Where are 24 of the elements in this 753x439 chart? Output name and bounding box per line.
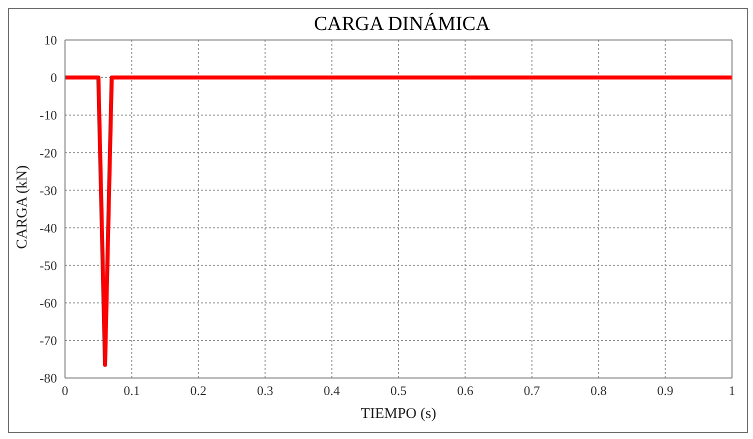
y-tick-label: -10: [40, 108, 57, 123]
y-tick-label: 10: [44, 32, 57, 48]
y-tick-label: -50: [40, 258, 57, 273]
x-tick-label: 0.5: [390, 383, 407, 398]
x-tick-label: 0.7: [524, 383, 541, 398]
y-tick-label: 0: [50, 70, 57, 86]
x-axis-title: TIEMPO (s): [360, 406, 436, 422]
x-tick-label: 0.1: [124, 383, 140, 398]
y-tick-label: -40: [40, 220, 57, 236]
x-tick-label: 1: [728, 383, 736, 398]
y-tick-label: -70: [40, 333, 57, 348]
x-tick-label: 0.9: [657, 383, 674, 398]
x-tick-label: 0.2: [190, 383, 207, 398]
y-tick-label: -60: [40, 296, 57, 311]
x-tick-label: 0.8: [590, 383, 607, 398]
y-axis-title: CARGA (kN): [14, 165, 30, 249]
chart-title: CARGA DINÁMICA: [312, 13, 492, 36]
y-tick-label: -20: [40, 145, 57, 160]
x-tick-label: 0.6: [457, 383, 474, 398]
x-tick-label: 0: [62, 383, 68, 398]
y-tick-label: -80: [40, 370, 57, 386]
x-tick-label: 0.3: [256, 383, 274, 398]
x-tick-label: 0.4: [324, 383, 340, 398]
y-tick-label: -30: [40, 182, 57, 198]
